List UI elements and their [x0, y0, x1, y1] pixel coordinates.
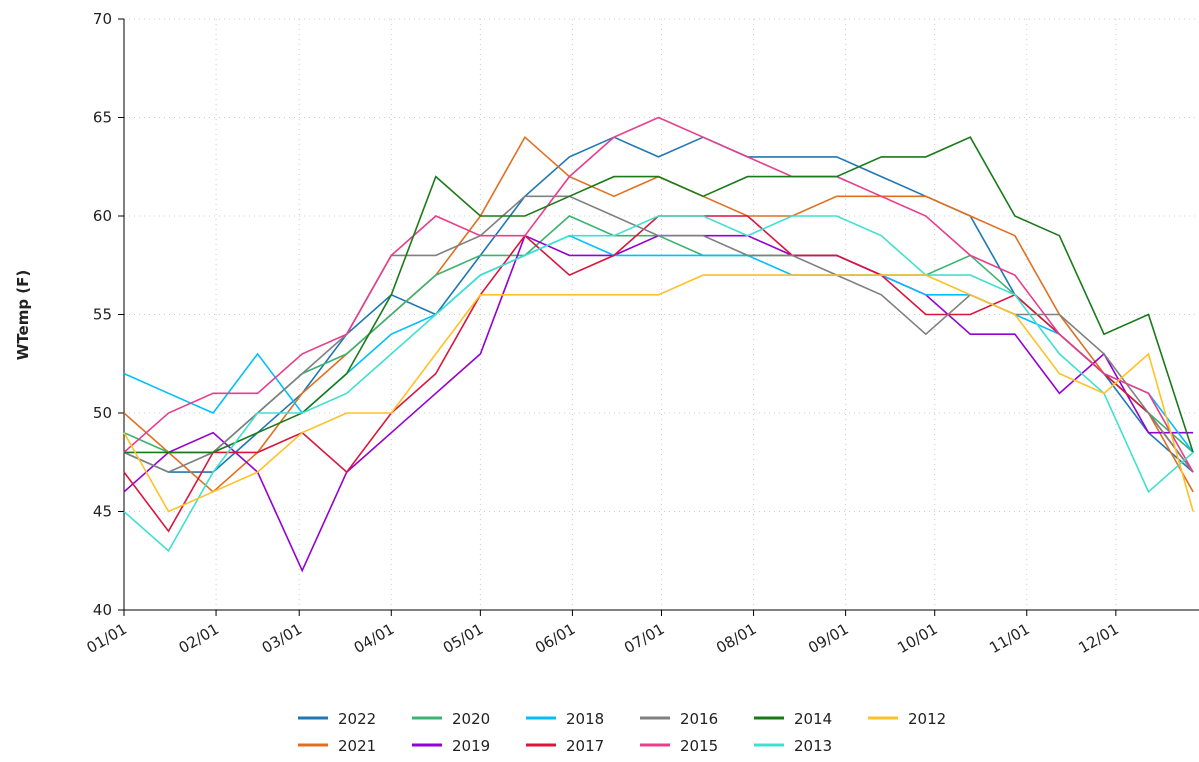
legend-label: 2012: [908, 710, 946, 728]
y-tick-label: 45: [93, 503, 112, 521]
x-tick-label: 08/01: [713, 620, 759, 657]
legend-label: 2017: [566, 737, 604, 755]
x-tick-label: 06/01: [532, 620, 578, 657]
legend-label: 2022: [338, 710, 376, 728]
x-tick-label: 03/01: [259, 620, 305, 657]
x-tick-label: 11/01: [986, 620, 1032, 657]
series-line: [123, 215, 1194, 533]
x-tick-label: 07/01: [621, 620, 667, 657]
legend-label: 2021: [338, 737, 376, 755]
y-tick-label: 70: [93, 10, 112, 28]
x-tick-label: 12/01: [1075, 620, 1121, 657]
series-line: [123, 136, 1194, 473]
x-tick-label: 10/01: [894, 620, 940, 657]
series-line: [123, 215, 1194, 553]
y-tick-label: 60: [93, 207, 112, 225]
x-tick-label: 09/01: [805, 620, 851, 657]
series-line: [123, 116, 1194, 473]
legend-label: 2020: [452, 710, 490, 728]
x-tick-label: 04/01: [351, 620, 397, 657]
legend-label: 2018: [566, 710, 604, 728]
legend-label: 2015: [680, 737, 718, 755]
y-tick-label: 50: [93, 404, 112, 422]
x-tick-label: 05/01: [440, 620, 486, 657]
series-line: [123, 234, 1194, 573]
x-tick-label: 02/01: [176, 620, 222, 657]
legend-label: 2013: [794, 737, 832, 755]
y-tick-label: 65: [93, 109, 112, 127]
y-tick-label: 55: [93, 306, 112, 324]
y-axis-label: WTemp (F): [14, 270, 32, 361]
x-tick-label: 01/01: [84, 620, 130, 657]
series-line: [123, 195, 1194, 473]
legend-label: 2016: [680, 710, 718, 728]
legend-label: 2014: [794, 710, 832, 728]
y-tick-label: 40: [93, 601, 112, 619]
legend-label: 2019: [452, 737, 490, 755]
series-line: [123, 274, 1194, 513]
